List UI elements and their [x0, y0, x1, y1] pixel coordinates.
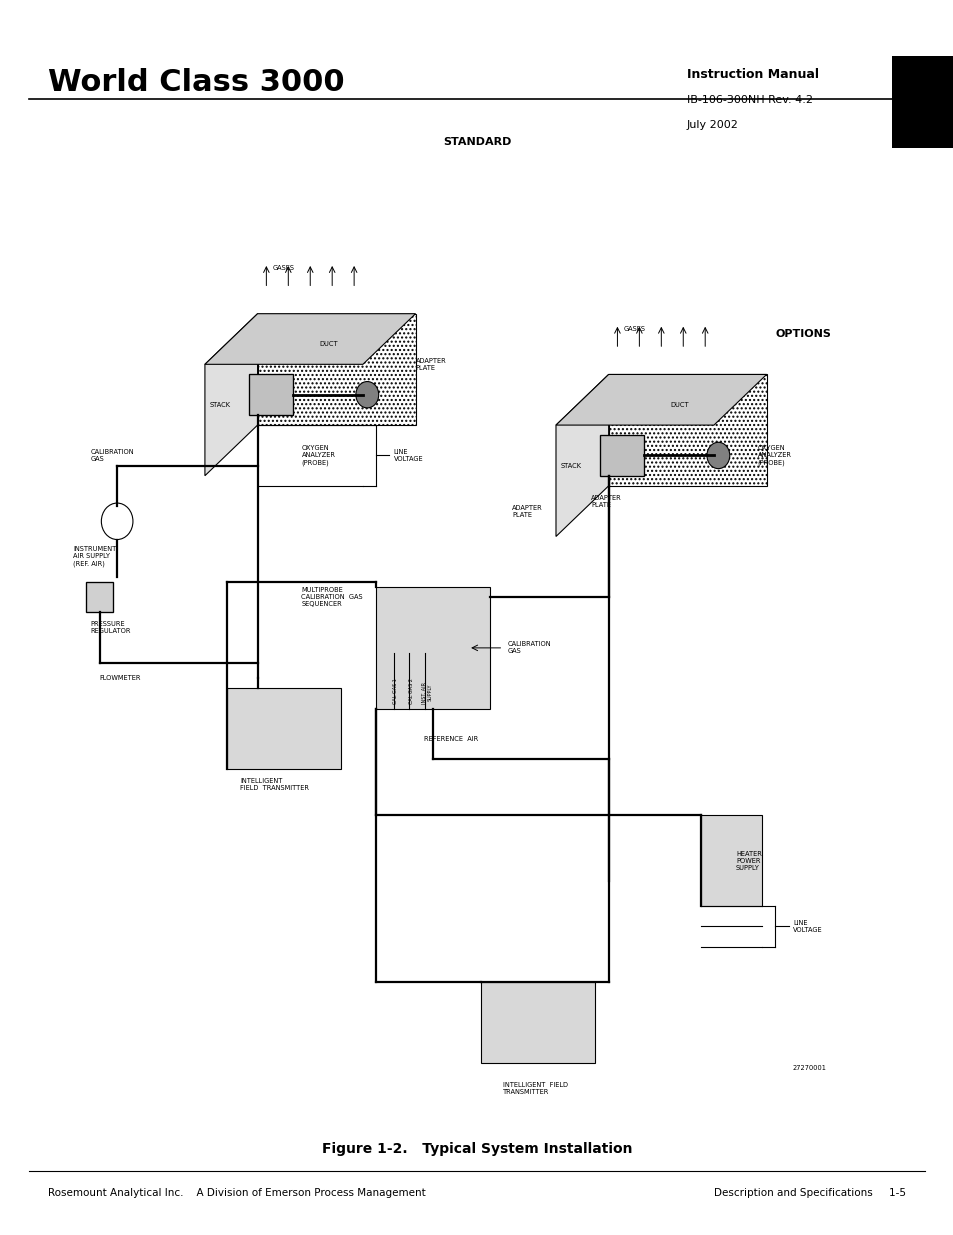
Bar	[227, 688, 340, 769]
Text: OXYGEN
ANALYZER
(PROBE): OXYGEN ANALYZER (PROBE)	[301, 446, 335, 466]
Bar	[700, 815, 761, 906]
Text: Instruction Manual: Instruction Manual	[686, 68, 818, 82]
Bar	[87, 582, 112, 613]
Polygon shape	[257, 314, 416, 425]
Text: INTELLIGENT  FIELD
TRANSMITTER: INTELLIGENT FIELD TRANSMITTER	[503, 1082, 568, 1095]
Bar	[375, 587, 490, 709]
Text: OPTIONS: OPTIONS	[775, 329, 830, 338]
Text: MULTIPROBE
CALIBRATION  GAS
SEQUENCER: MULTIPROBE CALIBRATION GAS SEQUENCER	[301, 588, 363, 608]
Polygon shape	[608, 374, 766, 485]
Text: 27270001: 27270001	[792, 1065, 826, 1071]
Text: Figure 1-2.   Typical System Installation: Figure 1-2. Typical System Installation	[321, 1142, 632, 1156]
Text: ADAPTER
PLATE: ADAPTER PLATE	[591, 494, 621, 508]
Polygon shape	[556, 374, 608, 536]
Text: CAL GAS 1: CAL GAS 1	[393, 678, 397, 704]
Text: STACK: STACK	[209, 401, 230, 408]
Circle shape	[706, 442, 729, 468]
Text: Rosemount Analytical Inc.    A Division of Emerson Process Management: Rosemount Analytical Inc. A Division of …	[48, 1188, 425, 1198]
Text: STANDARD: STANDARD	[442, 137, 511, 147]
Text: INSTRUMENT
AIR SUPPLY
(REF. AIR): INSTRUMENT AIR SUPPLY (REF. AIR)	[73, 547, 116, 567]
Text: INTELLIGENT
FIELD  TRANSMITTER: INTELLIGENT FIELD TRANSMITTER	[240, 778, 309, 792]
Text: CALIBRATION
GAS: CALIBRATION GAS	[507, 641, 551, 655]
Text: OXYGEN
ANALYZER
(PROBE): OXYGEN ANALYZER (PROBE)	[757, 446, 791, 466]
Text: INST. AIR
SUPPLY: INST. AIR SUPPLY	[421, 682, 432, 704]
Text: REFERENCE  AIR: REFERENCE AIR	[423, 736, 477, 742]
Text: GASES: GASES	[623, 326, 645, 332]
Text: July 2002: July 2002	[686, 120, 738, 130]
Bar	[891, 56, 953, 148]
Text: DUCT: DUCT	[318, 341, 337, 347]
Text: GASES: GASES	[273, 266, 294, 272]
Text: Description and Specifications     1-5: Description and Specifications 1-5	[714, 1188, 905, 1198]
Polygon shape	[556, 374, 766, 425]
Text: CALIBRATION
GAS: CALIBRATION GAS	[91, 450, 134, 462]
Text: World Class 3000: World Class 3000	[48, 68, 344, 96]
Polygon shape	[205, 314, 416, 364]
Text: FLOWMETER: FLOWMETER	[99, 676, 141, 682]
Text: STACK: STACK	[559, 463, 580, 468]
Text: LINE
VOLTAGE: LINE VOLTAGE	[394, 450, 423, 462]
Bar	[599, 435, 643, 475]
Circle shape	[355, 382, 378, 408]
Text: PRESSURE
REGULATOR: PRESSURE REGULATOR	[91, 621, 132, 634]
Bar	[481, 982, 595, 1063]
Text: ADAPTER
PLATE: ADAPTER PLATE	[416, 358, 446, 370]
Text: ADAPTER
PLATE: ADAPTER PLATE	[512, 505, 542, 517]
Text: CAL GAS 2: CAL GAS 2	[408, 678, 414, 704]
Polygon shape	[205, 314, 257, 475]
Bar	[249, 374, 293, 415]
Circle shape	[101, 503, 132, 540]
Text: HEATER
POWER
SUPPLY: HEATER POWER SUPPLY	[735, 851, 761, 871]
Text: DUCT: DUCT	[669, 401, 688, 408]
Text: LINE
VOLTAGE: LINE VOLTAGE	[792, 920, 821, 932]
Text: IB-106-300NH Rev. 4.2: IB-106-300NH Rev. 4.2	[686, 95, 812, 105]
